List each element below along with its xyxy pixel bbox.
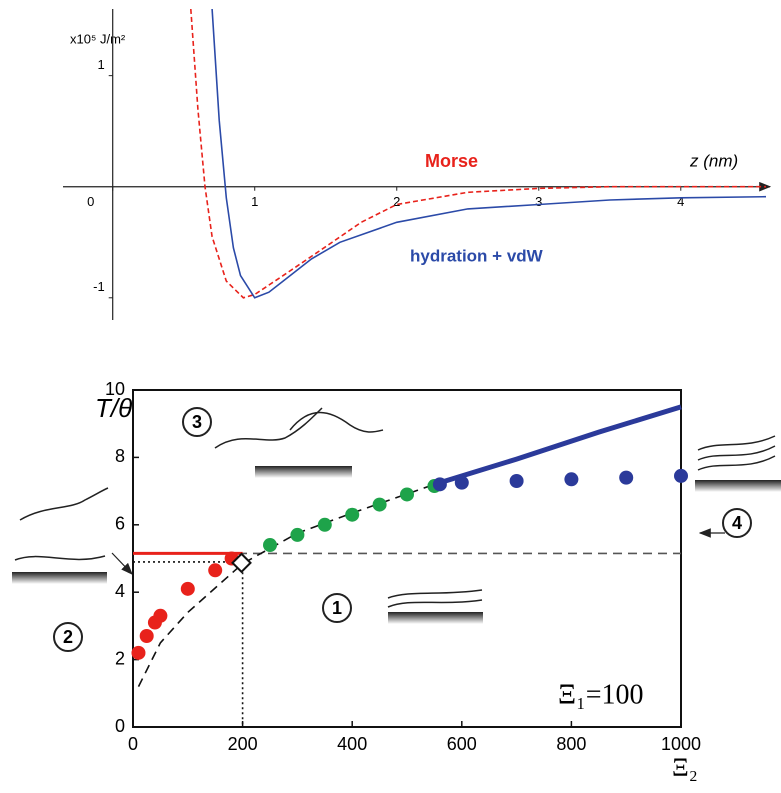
point — [208, 563, 223, 578]
point — [345, 507, 360, 522]
y-tick-label: 8 — [115, 446, 125, 466]
x-tick-label: 800 — [556, 734, 586, 754]
x-tick-label: 4 — [677, 194, 684, 209]
point — [317, 517, 332, 532]
point — [131, 645, 146, 660]
region-label: 1 — [332, 598, 342, 618]
y-tick-label: 0 — [115, 716, 125, 736]
series-label: hydration + vdW — [410, 246, 544, 265]
point — [454, 475, 469, 490]
y-axis-label: T/θ — [95, 393, 132, 423]
series-label: Morse — [425, 151, 478, 171]
point — [263, 538, 277, 553]
line — [137, 483, 435, 687]
point — [231, 552, 252, 574]
point — [400, 487, 414, 502]
x-axis-label: Ξ₂ — [672, 753, 698, 782]
schematic — [14, 407, 776, 608]
x-tick-label: 400 — [337, 734, 367, 754]
y-tick-label: 2 — [115, 648, 125, 668]
x-tick-label: 0 — [128, 734, 138, 754]
line — [211, 8, 767, 299]
y-tick-label: 4 — [115, 581, 125, 601]
x-tick-label: 1 — [251, 194, 258, 209]
point — [619, 470, 634, 485]
line — [433, 404, 682, 487]
region-label: 2 — [63, 627, 73, 647]
y-tick-label: 6 — [115, 514, 125, 534]
x-axis-label: z (nm) — [689, 151, 738, 170]
schematic-slab — [12, 466, 781, 624]
x-tick-label: 0 — [87, 194, 94, 209]
line — [190, 8, 766, 299]
point — [139, 629, 154, 644]
region-label: 4 — [732, 513, 742, 533]
annotation: Ξ₁=100 — [558, 679, 644, 710]
point — [290, 527, 305, 542]
point — [509, 473, 524, 488]
region-markers — [53, 407, 752, 652]
x-tick-label: 600 — [447, 734, 477, 754]
y-axis-label: x10⁵ J/m² — [70, 31, 126, 46]
x-tick-label: 3 — [535, 194, 542, 209]
y-tick-label: 1 — [97, 57, 104, 72]
point — [674, 468, 688, 483]
plot-frame — [132, 389, 682, 728]
region-label: 3 — [192, 412, 202, 432]
point — [372, 497, 387, 512]
line — [133, 561, 244, 727]
x-tick-label: 200 — [228, 734, 258, 754]
point — [180, 581, 195, 596]
y-tick-label: 10 — [105, 379, 125, 399]
point — [432, 477, 447, 492]
x-tick-label: 1000 — [661, 734, 701, 754]
point — [564, 472, 579, 487]
x-tick-label: 2 — [393, 194, 400, 209]
point — [153, 608, 168, 623]
y-tick-label: -1 — [93, 279, 105, 294]
